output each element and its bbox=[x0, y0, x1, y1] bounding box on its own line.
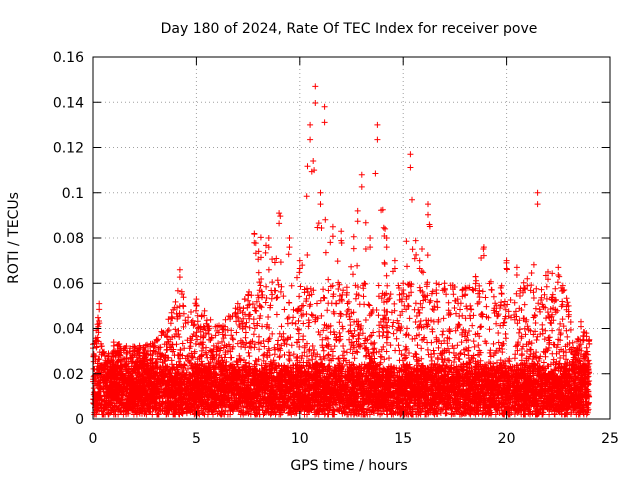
y-axis-ticks: 0 0.02 0.04 0.06 0.08 0.1 0.12 0.14 0.16 bbox=[53, 50, 610, 428]
x-tick-label: 10 bbox=[291, 431, 309, 447]
y-tick-label: 0.06 bbox=[53, 276, 84, 292]
x-axis-ticks: 0 5 10 15 20 25 bbox=[89, 57, 619, 447]
y-tick-label: 0.12 bbox=[53, 141, 84, 157]
y-tick-label: 0.02 bbox=[53, 367, 84, 383]
y-tick-label: 0.04 bbox=[53, 322, 84, 338]
y-tick-label: 0.14 bbox=[53, 95, 84, 111]
data-points bbox=[90, 83, 593, 418]
x-tick-label: 20 bbox=[498, 431, 516, 447]
y-tick-label: 0.08 bbox=[53, 231, 84, 247]
roti-series-markers bbox=[90, 83, 593, 418]
y-axis-label: ROTI / TECUs bbox=[6, 192, 22, 284]
chart-title: Day 180 of 2024, Rate Of TEC Index for r… bbox=[161, 21, 538, 37]
x-tick-label: 15 bbox=[394, 431, 412, 447]
y-tick-label: 0.1 bbox=[62, 186, 84, 202]
grid-lines bbox=[93, 57, 610, 419]
x-axis-label: GPS time / hours bbox=[290, 458, 407, 474]
x-tick-label: 5 bbox=[192, 431, 201, 447]
x-tick-label: 0 bbox=[89, 431, 98, 447]
y-tick-label: 0 bbox=[75, 412, 84, 428]
x-tick-label: 25 bbox=[601, 431, 619, 447]
y-tick-label: 0.16 bbox=[53, 50, 84, 66]
